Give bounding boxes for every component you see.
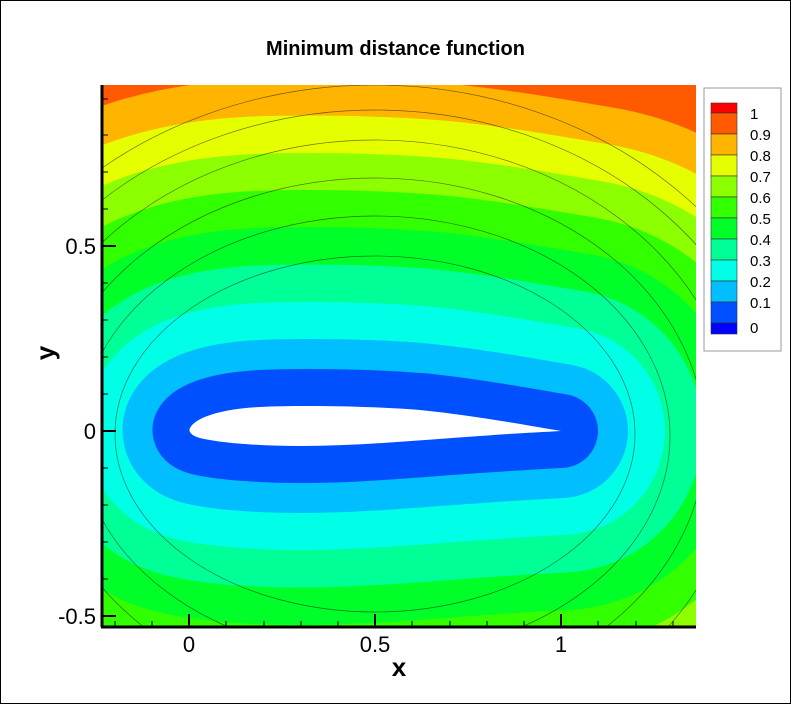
legend-label: 0 — [750, 320, 758, 337]
y-tick-label: -0.5 — [58, 604, 96, 629]
legend-label: 0.5 — [750, 211, 771, 228]
legend-label: 0.9 — [750, 127, 771, 144]
x-tick-label: 1 — [555, 632, 567, 657]
y-tick-label: 0 — [84, 419, 96, 444]
legend-label: 0.7 — [750, 169, 771, 186]
x-axis-title: x — [392, 652, 407, 682]
chart-title: Minimum distance function — [266, 38, 525, 60]
legend-label: 0.8 — [750, 148, 771, 165]
legend-label: 0.6 — [750, 190, 771, 207]
y-tick-label: 0.5 — [65, 234, 96, 259]
contour-bands — [102, 85, 696, 627]
legend-label: 0.2 — [750, 274, 771, 291]
legend: 1 0.9 0.8 0.7 0.6 0.5 0.4 0.3 0.2 0.1 0 — [703, 87, 782, 352]
y-axis-title: y — [30, 345, 60, 360]
legend-label: 0.3 — [750, 253, 771, 270]
x-tick-label: 0.5 — [360, 632, 391, 657]
axes — [100, 85, 696, 629]
legend-label: 0.1 — [750, 295, 771, 312]
legend-label: 1 — [750, 106, 758, 123]
legend-label: 0.4 — [750, 232, 771, 249]
x-tick-label: 0 — [183, 632, 195, 657]
